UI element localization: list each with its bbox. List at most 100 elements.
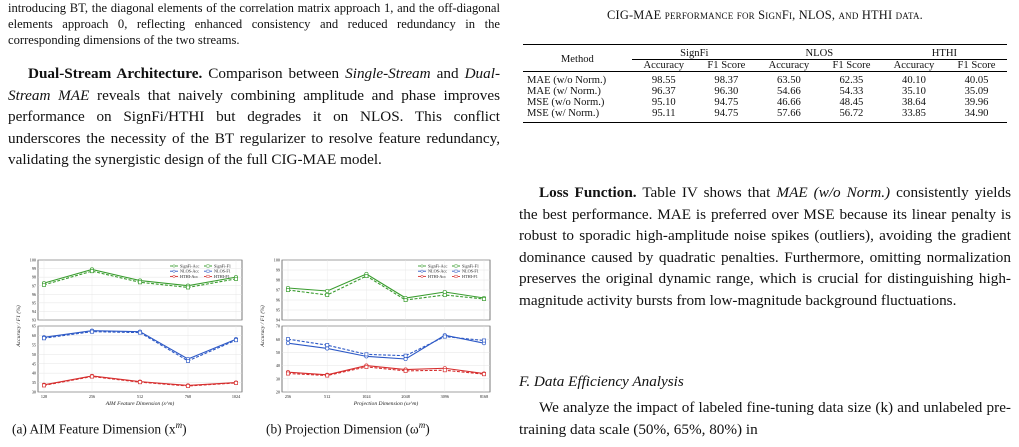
value-cell: 35.10: [902, 86, 926, 97]
data-point-signfi-f1: [138, 280, 142, 285]
legend-label: SignFi-F1: [462, 264, 479, 269]
caption-b-text: (b) Projection Dimension (ω: [266, 421, 419, 437]
legend-marker: [172, 269, 176, 273]
method-cell: MSE (w/ Norm.): [527, 108, 600, 119]
sub-header: F1 Score: [820, 59, 882, 72]
data-point-signfi-acc: [325, 288, 330, 294]
value-cell: 94.75: [714, 108, 739, 119]
x-tick-label: 512: [324, 394, 330, 399]
value-cell: 35.09: [964, 86, 989, 97]
y-tick-label: 40: [32, 371, 36, 376]
value-cell: 33.85: [902, 108, 926, 119]
data-point-signfi-f1: [286, 288, 290, 292]
data-point-nlos-acc: [285, 341, 291, 346]
y-tick-label: 94: [32, 309, 37, 314]
data-point-signfi-f1: [42, 282, 46, 287]
results-table: Method SignFi NLOS HTHI Accuracy F1 Scor…: [523, 44, 1007, 123]
loss-function-paragraph: Loss Function. Table IV shows that MAE (…: [519, 182, 1011, 312]
data-point-hthi-f1: [403, 368, 408, 373]
data-point-hthi-f1: [186, 384, 190, 388]
caption-a-text: (a) AIM Feature Dimension (x: [12, 421, 176, 437]
y-tick-label: 100: [30, 258, 36, 263]
dual-stream-heading: Dual-Stream Architecture.: [28, 65, 203, 82]
single-stream-term: Single-Stream: [345, 65, 431, 82]
data-point-nlos-f1: [325, 343, 330, 348]
y-tick-label: 98: [32, 275, 36, 280]
bt-paragraph-end: introducing BT, the diagonal elements of…: [8, 1, 500, 47]
sub-header: F1 Score: [695, 59, 757, 72]
value-cell: 96.37: [651, 86, 676, 97]
loss-text: Table IV shows that: [636, 184, 777, 201]
sub-header: Accuracy: [881, 59, 947, 72]
data-point-nlos-f1: [186, 358, 190, 363]
data-point-hthi-f1: [482, 372, 486, 377]
legend-marker: [206, 269, 210, 273]
x-tick-label: 3096: [441, 394, 449, 399]
chart-aim-feature-dimension: 93 94 95 96 97 98 99 100 30 35 40 45 50 55 60 65 SignFi-…: [15, 258, 243, 407]
legend-marker: [172, 274, 176, 278]
table-row: MAE (w/o Norm.) 98.55 98.37 63.50 62.35 …: [523, 72, 1007, 86]
data-point-signfi-f1: [234, 276, 238, 281]
table-body: MAE (w/o Norm.) 98.55 98.37 63.50 62.35 …: [523, 71, 1007, 123]
table-row: MSE (w/ Norm.) 95.11 94.75 57.66 56.72 3…: [523, 108, 1007, 123]
method-cell: MAE (w/ Norm.): [527, 86, 601, 97]
y-tick-label: 40: [276, 363, 280, 368]
data-point-nlos-acc: [325, 346, 330, 351]
caption-b-sup: m: [418, 420, 426, 430]
table-row: MSE (w/o Norm.) 95.10 94.75 46.66 48.45 …: [523, 97, 1007, 108]
y-tick-label: 20: [276, 390, 280, 395]
sub-header: Accuracy: [631, 59, 696, 72]
dual-stream-text: reveals that naively combining amplitude…: [8, 86, 500, 169]
value-cell: 34.90: [964, 108, 989, 119]
data-point-signfi-f1: [186, 285, 190, 290]
x-tick-label: 128: [41, 394, 47, 399]
y-tick-label: 70: [276, 324, 280, 329]
value-cell: 54.66: [776, 86, 801, 97]
legend-marker: [420, 274, 424, 278]
y-axis-label: Accuracy / F1 (%): [15, 305, 22, 348]
value-cell: 98.55: [651, 75, 676, 86]
data-point-signfi-f1: [403, 298, 408, 302]
y-tick-label: 35: [32, 380, 36, 385]
x-tick-label: 1024: [232, 394, 241, 399]
legend-marker: [454, 269, 458, 273]
y-tick-label: 60: [276, 337, 280, 342]
value-cell: 54.33: [839, 86, 864, 97]
figure-b-caption: (b) Projection Dimension (ωm): [266, 420, 430, 437]
series-line-signfi-acc: [287, 273, 485, 299]
data-point-hthi-f1: [286, 371, 290, 376]
data-point-nlos-f1: [234, 338, 238, 343]
legend-label: SignFi-F1: [214, 264, 231, 269]
value-cell: 95.10: [651, 97, 676, 108]
group-header-nlos: NLOS: [805, 48, 834, 59]
method-cell: MAE (w/o Norm.): [527, 75, 607, 86]
sub-header: Accuracy: [756, 59, 821, 72]
value-cell: 94.75: [714, 97, 739, 108]
dual-stream-text: Comparison between: [202, 65, 346, 82]
x-axis-label: AIM Feature Dimension (x^m): [105, 400, 175, 407]
y-tick-label: 93: [32, 318, 36, 323]
data-point-nlos-f1: [482, 338, 486, 343]
x-tick-label: 768: [185, 394, 191, 399]
legend-label: HTHI-Acc: [180, 274, 198, 279]
value-cell: 63.50: [776, 75, 801, 86]
data-point-signfi-f1: [364, 274, 369, 278]
data-point-nlos-f1: [442, 334, 447, 339]
value-cell: 98.37: [714, 75, 739, 86]
data-point-nlos-f1: [90, 329, 94, 334]
data-point-nlos-f1: [286, 337, 290, 342]
table-row: MAE (w/ Norm.) 96.37 96.30 54.66 54.33 3…: [523, 86, 1007, 97]
value-cell: 62.35: [839, 75, 864, 86]
value-cell: 40.05: [964, 75, 989, 86]
legend-label: NLOS-F1: [462, 269, 479, 274]
data-efficiency-paragraph: We analyze the impact of labeled fine-tu…: [519, 399, 1011, 438]
data-point-nlos-f1: [403, 353, 408, 358]
y-tick-label: 50: [276, 350, 280, 355]
legend-marker: [454, 274, 458, 278]
y-tick-label: 60: [32, 333, 36, 338]
data-point-nlos-f1: [42, 336, 46, 341]
y-tick-label: 45: [32, 361, 36, 366]
dual-stream-paragraph: Dual-Stream Architecture. Comparison bet…: [8, 63, 500, 171]
data-point-nlos-f1: [364, 352, 369, 357]
figure-a-caption: (a) AIM Feature Dimension (xm): [12, 420, 187, 437]
